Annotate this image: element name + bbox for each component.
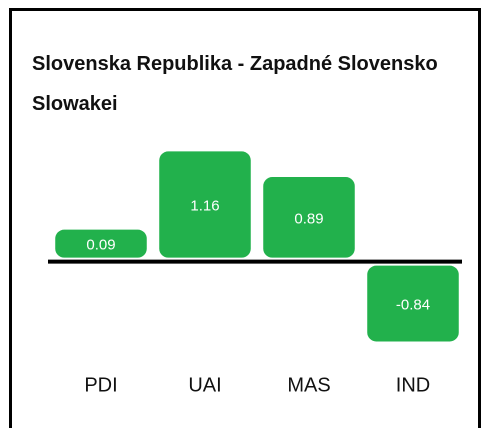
bar [263, 177, 355, 258]
data-label: -0.84 [396, 297, 430, 314]
frame [9, 8, 481, 428]
bar [159, 151, 251, 258]
data-label: 0.89 [294, 210, 323, 227]
bar [367, 265, 459, 342]
x-tick-label: IND [396, 374, 430, 396]
x-tick-label: MAS [287, 374, 330, 396]
x-tick-label: UAI [188, 374, 221, 396]
data-label: 1.16 [190, 197, 219, 214]
x-tick-label: PDI [84, 374, 117, 396]
data-label: 0.09 [86, 237, 115, 254]
chart-title: Slovenska Republika - Zapadné Slovensko … [32, 53, 449, 115]
bar [55, 229, 147, 258]
